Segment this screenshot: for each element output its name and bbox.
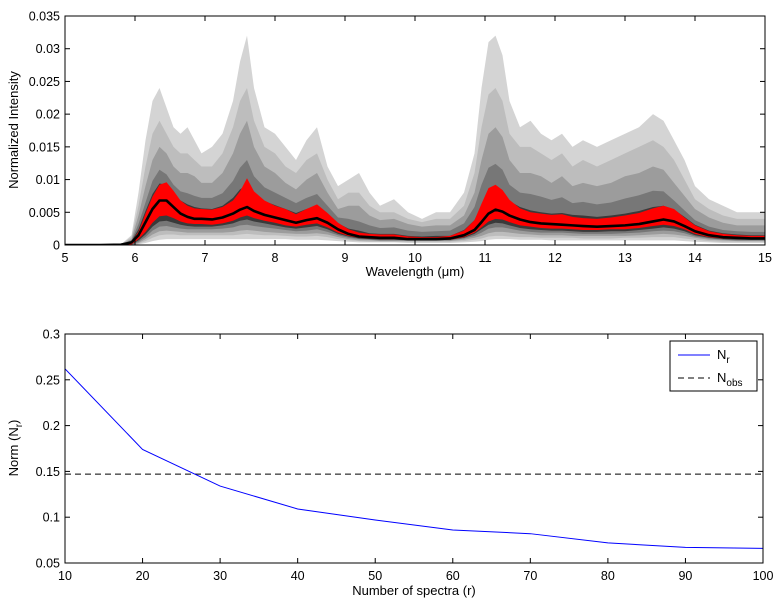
norm-x-tick-label: 80 (601, 569, 615, 583)
norm-panel: 10 20 30 40 50 60 70 80 90 100 0.05 0.1 0.15 0.2 0.25… (6, 328, 773, 599)
norm-x-axis-label: Number of spectra (r) (352, 583, 476, 598)
spectrum-y-tick-label: 0.025 (29, 75, 60, 89)
legend-label-n-obs-main: N (717, 370, 726, 385)
norm-y-tick-label: 0.3 (43, 328, 60, 342)
spectrum-x-tick-label: 14 (688, 251, 702, 265)
spectrum-y-tick-label: 0.02 (36, 108, 60, 122)
spectrum-y-tick-label: 0.015 (29, 140, 60, 154)
legend-label-n-obs-sub: obs (726, 378, 742, 389)
norm-y-axis-label-end: ) (6, 420, 21, 424)
norm-x-tick-label: 50 (368, 569, 382, 583)
norm-x-ticks: 10 20 30 40 50 60 70 80 90 100 (58, 334, 773, 583)
norm-x-tick-label: 10 (58, 569, 72, 583)
spectrum-x-tick-label: 6 (132, 251, 139, 265)
spectrum-x-tick-label: 5 (62, 251, 69, 265)
norm-y-tick-label: 0.25 (36, 373, 60, 387)
spectrum-x-tick-label: 13 (618, 251, 632, 265)
norm-x-tick-label: 40 (291, 569, 305, 583)
spectrum-x-tick-label: 9 (342, 251, 349, 265)
norm-y-axis-label-sub: r (14, 423, 25, 427)
norm-axes-box (64, 333, 764, 564)
norm-y-tick-label: 0.1 (43, 511, 60, 525)
norm-x-tick-label: 90 (678, 569, 692, 583)
spectrum-panel: 5 6 7 8 9 10 11 12 13 14 15 0 0.005 0.01 0.015 0.02 0.0… (6, 10, 772, 280)
norm-x-tick-label: 60 (446, 569, 460, 583)
norm-y-tick-label: 0.15 (36, 465, 60, 479)
norm-x-tick-label: 100 (753, 569, 774, 583)
legend-box (669, 340, 758, 392)
legend-label-n-r-sub: r (726, 355, 730, 366)
spectrum-x-tick-label: 15 (758, 251, 772, 265)
legend-label-n-r: Nr (717, 347, 730, 366)
norm-y-axis-label-main: Norm (N (6, 427, 21, 476)
spectrum-x-tick-label: 8 (272, 251, 279, 265)
spectrum-x-axis-label: Wavelength (μm) (366, 264, 465, 279)
legend-label-n-obs: Nobs (717, 370, 743, 389)
norm-y-ticks: 0.05 0.1 0.15 0.2 0.25 0.3 (36, 328, 763, 571)
spectrum-y-axis-label: Normalized Intensity (6, 71, 21, 189)
norm-legend: Nr Nobs (669, 340, 758, 392)
norm-x-tick-label: 30 (213, 569, 227, 583)
spectrum-x-tick-label: 10 (408, 251, 422, 265)
spectrum-x-tick-label: 7 (202, 251, 209, 265)
norm-y-axis-label: Norm (Nr) (6, 420, 25, 477)
norm-y-tick-label: 0.2 (43, 419, 60, 433)
spectrum-x-tick-label: 11 (479, 251, 492, 265)
spectrum-band-6 (65, 178, 765, 245)
norm-x-tick-label: 70 (523, 569, 537, 583)
spectrum-y-tick-label: 0 (53, 239, 60, 253)
norm-x-tick-label: 20 (136, 569, 150, 583)
spectrum-x-ticks: 5 6 7 8 9 10 11 12 13 14 15 (62, 16, 772, 265)
spectrum-y-tick-label: 0.03 (36, 42, 60, 56)
spectrum-y-tick-label: 0.01 (36, 173, 60, 187)
spectrum-bands (65, 35, 765, 245)
spectrum-y-tick-label: 0.035 (29, 10, 60, 24)
n-r-line (65, 368, 763, 549)
spectrum-y-ticks: 0 0.005 0.01 0.015 0.02 0.025 0.03 0.035 (29, 10, 765, 253)
spectrum-median-line (65, 199, 765, 245)
spectrum-x-tick-label: 12 (548, 251, 562, 265)
norm-y-tick-label: 0.05 (36, 557, 60, 571)
spectrum-y-tick-label: 0.005 (29, 206, 60, 220)
legend-label-n-r-main: N (717, 347, 726, 362)
